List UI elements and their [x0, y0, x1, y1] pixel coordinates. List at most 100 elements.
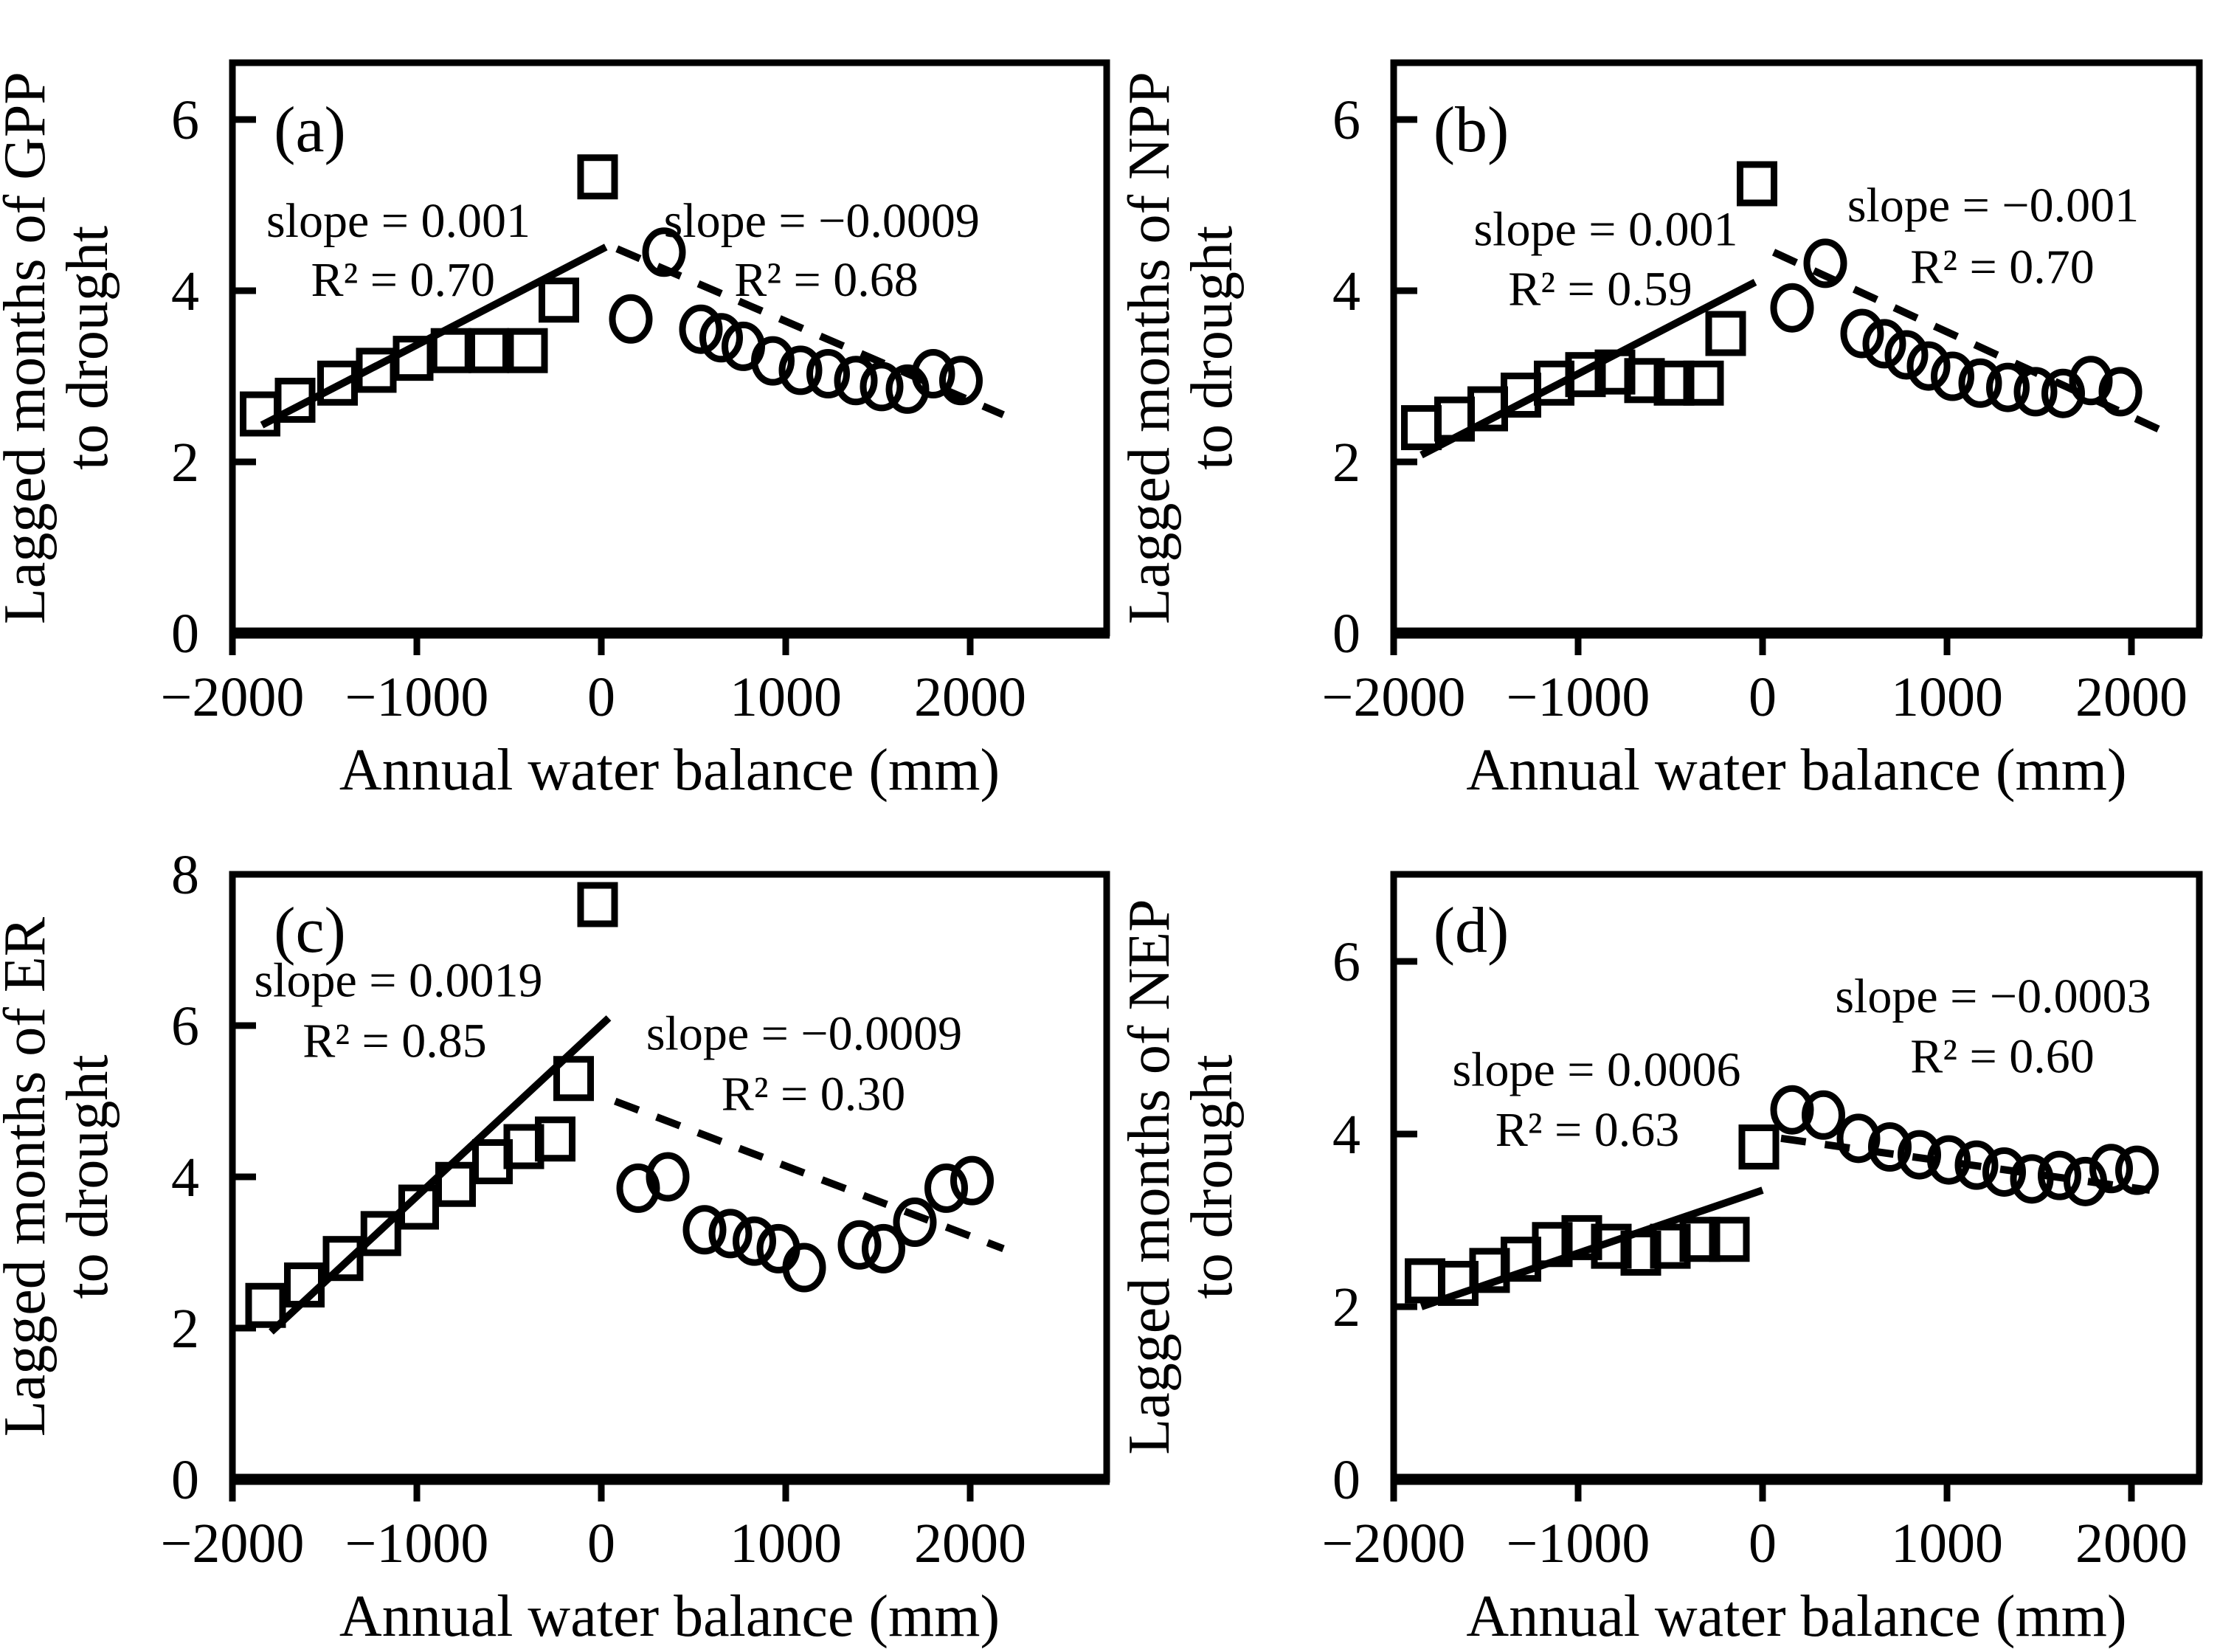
x-tick-label: −1000 — [345, 1513, 489, 1575]
y-tick-label: 2 — [171, 1298, 199, 1360]
circle-marker — [609, 294, 653, 344]
x-axis-label: Annual water balance (mm) — [339, 1584, 1000, 1649]
y-tick-label: 4 — [1332, 260, 1360, 322]
circle-marker — [782, 1243, 826, 1293]
y-axis-label: Lagged months of GPP — [0, 72, 58, 624]
x-tick-label: 0 — [1749, 666, 1777, 728]
x-tick-label: −1000 — [345, 666, 489, 728]
y-tick-label: 6 — [171, 89, 199, 151]
circle-marker — [708, 1209, 753, 1259]
square-marker — [317, 360, 358, 406]
circle-marker — [2041, 368, 2085, 418]
y-tick-label: 6 — [1332, 931, 1360, 993]
r2-annotation: R² = 0.63 — [1495, 1103, 1680, 1157]
circle-marker — [2115, 1145, 2159, 1195]
circle-marker — [1868, 1122, 1912, 1172]
square-marker — [553, 1056, 594, 1102]
slope-annotation: slope = −0.0009 — [664, 194, 980, 248]
circle-marker — [806, 349, 850, 399]
r2-annotation: R² = 0.85 — [302, 1015, 487, 1068]
panel-d-chart: −2000 −1000 0 1000 2000 0 2 4 6 slope = 0.0006 R² … — [1117, 871, 2203, 1649]
circle-marker — [860, 362, 904, 412]
y-axis-label: to drought — [55, 1054, 120, 1299]
y-axis-label: Lagged months of NPP — [1117, 72, 1182, 624]
y-tick-label: 6 — [171, 995, 199, 1057]
x-tick-label: 1000 — [1891, 1513, 2003, 1575]
circle-marker — [642, 227, 686, 277]
x-tick-label: 0 — [587, 1513, 615, 1575]
circle-marker — [2089, 1144, 2133, 1194]
square-marker — [507, 328, 548, 373]
x-tick-label: −1000 — [1507, 1513, 1650, 1575]
circle-marker — [733, 1216, 776, 1266]
square-marker — [1650, 1223, 1691, 1269]
y-tick-label: 0 — [171, 603, 199, 665]
circle-marker — [1770, 1085, 1814, 1135]
r2-annotation: R² = 0.68 — [734, 253, 919, 307]
x-axis-label: Annual water balance (mm) — [1466, 1584, 2126, 1649]
r2-annotation: R² = 0.70 — [311, 253, 495, 307]
circle-marker — [939, 356, 983, 406]
y-tick-label: 2 — [171, 432, 199, 494]
circle-marker — [1802, 1090, 1845, 1140]
square-marker — [1565, 352, 1606, 398]
circle-marker — [1958, 358, 2002, 408]
circle-marker — [2098, 367, 2143, 417]
square-marker — [274, 377, 316, 423]
square-marker — [398, 1184, 439, 1230]
plot-frame — [1390, 59, 2203, 637]
square-marker — [392, 336, 434, 381]
x-axis-label: Annual water balance (mm) — [339, 738, 1000, 803]
circle-marker — [950, 1155, 994, 1206]
y-tick-label: 0 — [171, 1449, 199, 1511]
x-tick-label: −2000 — [1322, 666, 1466, 728]
panel-b-chart: −2000 −1000 0 1000 2000 0 2 4 6 slope = 0.001 R² =… — [1117, 59, 2203, 803]
y-tick-label: 8 — [171, 844, 199, 906]
square-marker — [245, 1282, 286, 1328]
y-axis-label: Lagged months of NEP — [1117, 899, 1182, 1454]
square-marker — [1405, 1258, 1445, 1304]
y-tick-label: 0 — [1332, 1449, 1360, 1511]
circle-marker — [616, 1163, 660, 1213]
circle-marker — [834, 356, 878, 406]
x-tick-label: −2000 — [161, 1513, 305, 1575]
square-marker — [1653, 360, 1695, 406]
square-marker — [1683, 360, 1724, 406]
slope-annotation: slope = −0.0003 — [1835, 970, 2151, 1023]
circle-marker — [911, 349, 955, 399]
circle-marker — [893, 1197, 937, 1247]
r2-annotation: R² = 0.70 — [1910, 241, 2095, 294]
slope-annotation: slope = 0.0019 — [254, 954, 542, 1008]
circle-marker — [699, 313, 743, 363]
circle-marker — [1931, 351, 1974, 401]
square-marker — [240, 391, 280, 437]
square-marker — [1705, 311, 1746, 356]
circle-marker — [2064, 1156, 2107, 1206]
circle-marker — [1884, 330, 1929, 380]
y-tick-label: 4 — [1332, 1104, 1360, 1166]
square-marker — [577, 882, 618, 927]
square-marker — [539, 277, 579, 323]
circle-marker — [1954, 1140, 1999, 1190]
circle-marker — [1906, 341, 1951, 391]
circle-marker — [924, 1163, 968, 1213]
y-axis-label: to drought — [1180, 226, 1245, 470]
circle-marker — [2069, 356, 2113, 406]
y-tick-label: 2 — [1332, 432, 1360, 494]
y-tick-label: 4 — [171, 260, 199, 322]
square-marker — [468, 328, 509, 373]
square-marker — [360, 1211, 401, 1257]
circle-marker — [885, 364, 930, 414]
square-marker — [284, 1262, 325, 1308]
square-marker — [1401, 405, 1442, 451]
square-marker — [1594, 349, 1636, 395]
square-marker — [1709, 1217, 1750, 1262]
x-tick-label: −2000 — [1322, 1513, 1466, 1575]
dashed-fit-line — [613, 1097, 1005, 1253]
panel-letter: (a) — [274, 94, 346, 166]
circle-marker — [646, 1152, 690, 1202]
x-tick-label: −1000 — [1507, 666, 1650, 728]
x-tick-label: 2000 — [2075, 666, 2188, 728]
circle-marker — [1862, 319, 1906, 369]
circle-marker — [2010, 1154, 2054, 1204]
